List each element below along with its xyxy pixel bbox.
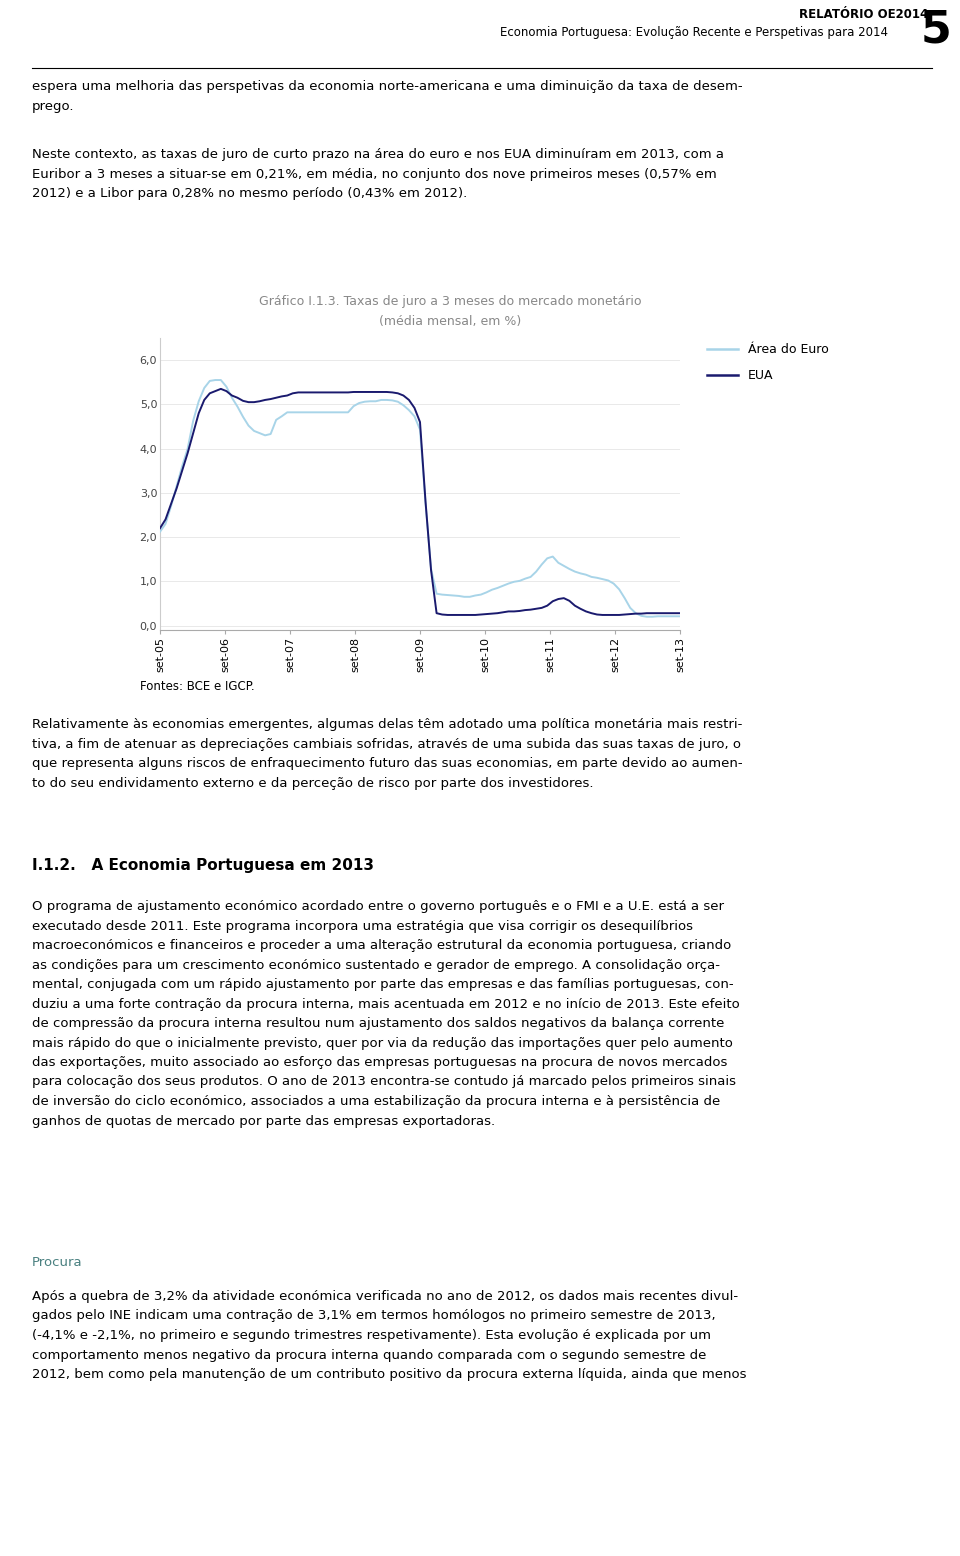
- Text: I.1.2.   A Economia Portuguesa em 2013: I.1.2. A Economia Portuguesa em 2013: [32, 857, 374, 873]
- Text: Fontes: BCE e IGCP.: Fontes: BCE e IGCP.: [140, 680, 254, 692]
- Text: RELATÓRIO OE2014: RELATÓRIO OE2014: [799, 8, 928, 20]
- Legend: Área do Euro, EUA: Área do Euro, EUA: [702, 338, 834, 387]
- Text: Após a quebra de 3,2% da atividade económica verificada no ano de 2012, os dados: Após a quebra de 3,2% da atividade econó…: [32, 1290, 747, 1382]
- Text: Relativamente às economias emergentes, algumas delas têm adotado uma política mo: Relativamente às economias emergentes, a…: [32, 717, 743, 789]
- Text: O programa de ajustamento económico acordado entre o governo português e o FMI e: O programa de ajustamento económico acor…: [32, 899, 740, 1128]
- Text: (média mensal, em %): (média mensal, em %): [379, 314, 521, 328]
- Text: Procura: Procura: [32, 1256, 83, 1270]
- Text: Gráfico I.1.3. Taxas de juro a 3 meses do mercado monetário: Gráfico I.1.3. Taxas de juro a 3 meses d…: [259, 296, 641, 308]
- Text: Economia Portuguesa: Evolução Recente e Perspetivas para 2014: Economia Portuguesa: Evolução Recente e …: [500, 26, 888, 39]
- Text: Neste contexto, as taxas de juro de curto prazo na área do euro e nos EUA diminu: Neste contexto, as taxas de juro de curt…: [32, 148, 724, 201]
- Text: 5: 5: [922, 8, 952, 51]
- Text: espera uma melhoria das perspetivas da economia norte-americana e uma diminuição: espera uma melhoria das perspetivas da e…: [32, 79, 743, 112]
